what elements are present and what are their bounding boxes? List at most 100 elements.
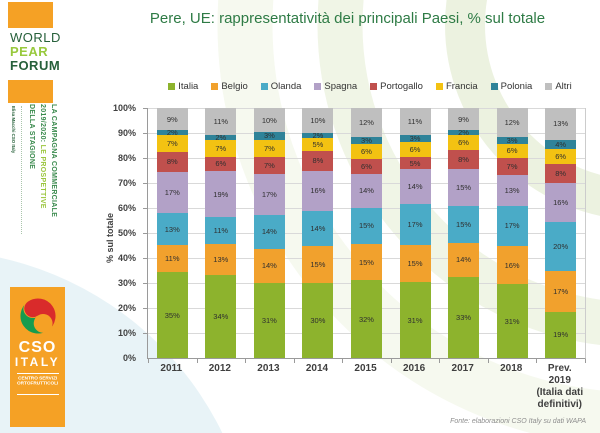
legend-item: Belgio [211, 81, 248, 92]
stacked-bar: 9% 2% 6% 8% 15% 15% 14% 33% [448, 108, 480, 358]
segment-value-label: 19% [553, 330, 569, 340]
bar-segment: 5% [399, 157, 431, 170]
segment-value-label: 6% [215, 159, 227, 169]
bar-segment: 11% [399, 108, 431, 136]
segment-value-label: 14% [261, 227, 277, 237]
segment-value-label: 34% [213, 312, 229, 322]
y-tick-label: 20% [117, 302, 136, 313]
bar-segment: 34% [205, 275, 237, 358]
bar-segment: 16% [545, 183, 577, 223]
bar-segment: 2% [156, 128, 188, 138]
bar-segment: 17% [545, 270, 577, 312]
segment-value-label: 8% [312, 156, 324, 165]
bar-segment: 31% [399, 282, 431, 358]
segment-value-label: 6% [361, 161, 372, 171]
segment-value-label: 13% [213, 255, 229, 265]
y-tick-label: 50% [117, 227, 136, 238]
chart-title: Pere, UE: rappresentatività dei principa… [149, 10, 546, 27]
source-note: Fonte: elaborazioni CSO Italy su dati WA… [450, 418, 586, 425]
bar-segment: 15% [350, 243, 382, 281]
bar-segment: 17% [253, 173, 285, 215]
legend-marker [211, 83, 219, 90]
vertical-title-line2: 2019/2020: LE PROSPETTIVE [37, 104, 48, 254]
bar-segment: 30% [302, 283, 334, 358]
bar-segment: 17% [399, 203, 431, 246]
segment-value-label: 17% [164, 188, 180, 198]
segment-value-label: 7% [263, 160, 275, 170]
presentation-vertical-title: LA CAMPAGNA COMMERCIALE 2019/2020: LE PR… [26, 104, 59, 254]
segment-value-label: 35% [164, 310, 180, 320]
segment-value-label: 12% [358, 118, 374, 128]
bar-segment: 11% [205, 217, 237, 244]
segment-value-label: 16% [553, 198, 569, 208]
sidebar-orange-block-top [8, 2, 53, 28]
x-tick-label: 2012 [208, 363, 231, 374]
legend-marker [545, 83, 553, 90]
legend-marker [370, 83, 378, 90]
legend-item: Spagna [314, 81, 357, 92]
bar-segment: 15% [448, 206, 480, 243]
bar-segment: 17% [496, 205, 528, 247]
x-tick-label: 2013 [257, 363, 280, 374]
segment-value-label: 17% [504, 221, 520, 231]
stacked-bar: 11% 3% 6% 5% 14% 17% 15% 31% [399, 108, 431, 358]
segment-value-label: 17% [261, 189, 277, 199]
segment-value-label: 14% [261, 261, 277, 271]
segment-value-label: 15% [456, 183, 472, 193]
segment-value-label: 7% [166, 139, 178, 149]
legend-marker [435, 83, 443, 90]
sidebar: WORLD PEAR FORUM Elisa Macchi CSO Italy … [0, 0, 95, 433]
segment-value-label: 15% [358, 221, 374, 231]
bar-segment: 10% [302, 108, 334, 133]
segment-value-label: 12% [504, 117, 520, 127]
bar-segment: 7% [205, 139, 237, 157]
bar-segment: 8% [545, 163, 577, 184]
y-tick-label: 60% [117, 202, 136, 213]
bar-segment: 9% [156, 108, 188, 131]
legend-label: Altri [555, 81, 572, 92]
y-tick-label: 100% [112, 102, 136, 113]
legend-label: Spagna [324, 81, 358, 92]
segment-value-label: 9% [166, 114, 178, 124]
bar-segment: 6% [545, 149, 577, 164]
bar-segment: 4% [545, 139, 577, 150]
legend-item: Polonia [490, 81, 532, 92]
legend-item: Olanda [260, 81, 301, 92]
segment-value-label: 16% [310, 186, 326, 195]
cso-sub-line2: ORTOFRUTTICOLI [16, 380, 59, 386]
bar-segment: 33% [448, 277, 480, 358]
segment-value-label: 8% [555, 169, 567, 179]
logo-forum: FORUM [10, 58, 61, 73]
bar-segment: 11% [156, 245, 188, 273]
legend-label: Italia [178, 81, 199, 92]
segment-value-label: 13% [164, 224, 180, 234]
bar-segment: 6% [205, 156, 237, 172]
bar-segment: 13% [496, 174, 528, 206]
bar-segment: 20% [545, 222, 577, 271]
bar-segment: 16% [302, 170, 334, 211]
legend-item: Altri [545, 81, 572, 92]
bar-segment: 14% [399, 169, 431, 204]
y-tick-label: 40% [117, 252, 136, 263]
bar-segment: 14% [253, 214, 285, 249]
y-tick-label: 80% [117, 152, 136, 163]
x-axis-tick-labels: 2011 2012 2013 2014 2015 2016 2017 2018 Prev. 20… [147, 363, 584, 411]
bar-segment: 3% [350, 137, 382, 145]
legend-label: Belgio [221, 81, 248, 92]
vertical-title-season: 2019/2020: [39, 104, 46, 145]
segment-value-label: 5% [312, 139, 324, 149]
segment-value-label: 3% [263, 131, 275, 141]
bar-segment: 3% [496, 136, 528, 144]
dotted-divider [21, 106, 22, 234]
segment-value-label: 31% [261, 315, 277, 325]
stacked-bar: 13% 4% 6% 8% 16% 20% 17% 19% [545, 108, 577, 358]
segment-value-label: 2% [166, 128, 178, 138]
cso-logo-country: ITALY [14, 355, 61, 369]
sidebar-orange-block-mid [8, 80, 53, 103]
vertical-title-highlight: LE PROSPETTIVE [39, 144, 46, 209]
legend-label: Portogallo [380, 81, 423, 92]
segment-value-label: 10% [310, 116, 326, 125]
bar-segment: 15% [302, 245, 334, 283]
legend-marker [260, 83, 268, 90]
segment-value-label: 14% [310, 223, 326, 233]
